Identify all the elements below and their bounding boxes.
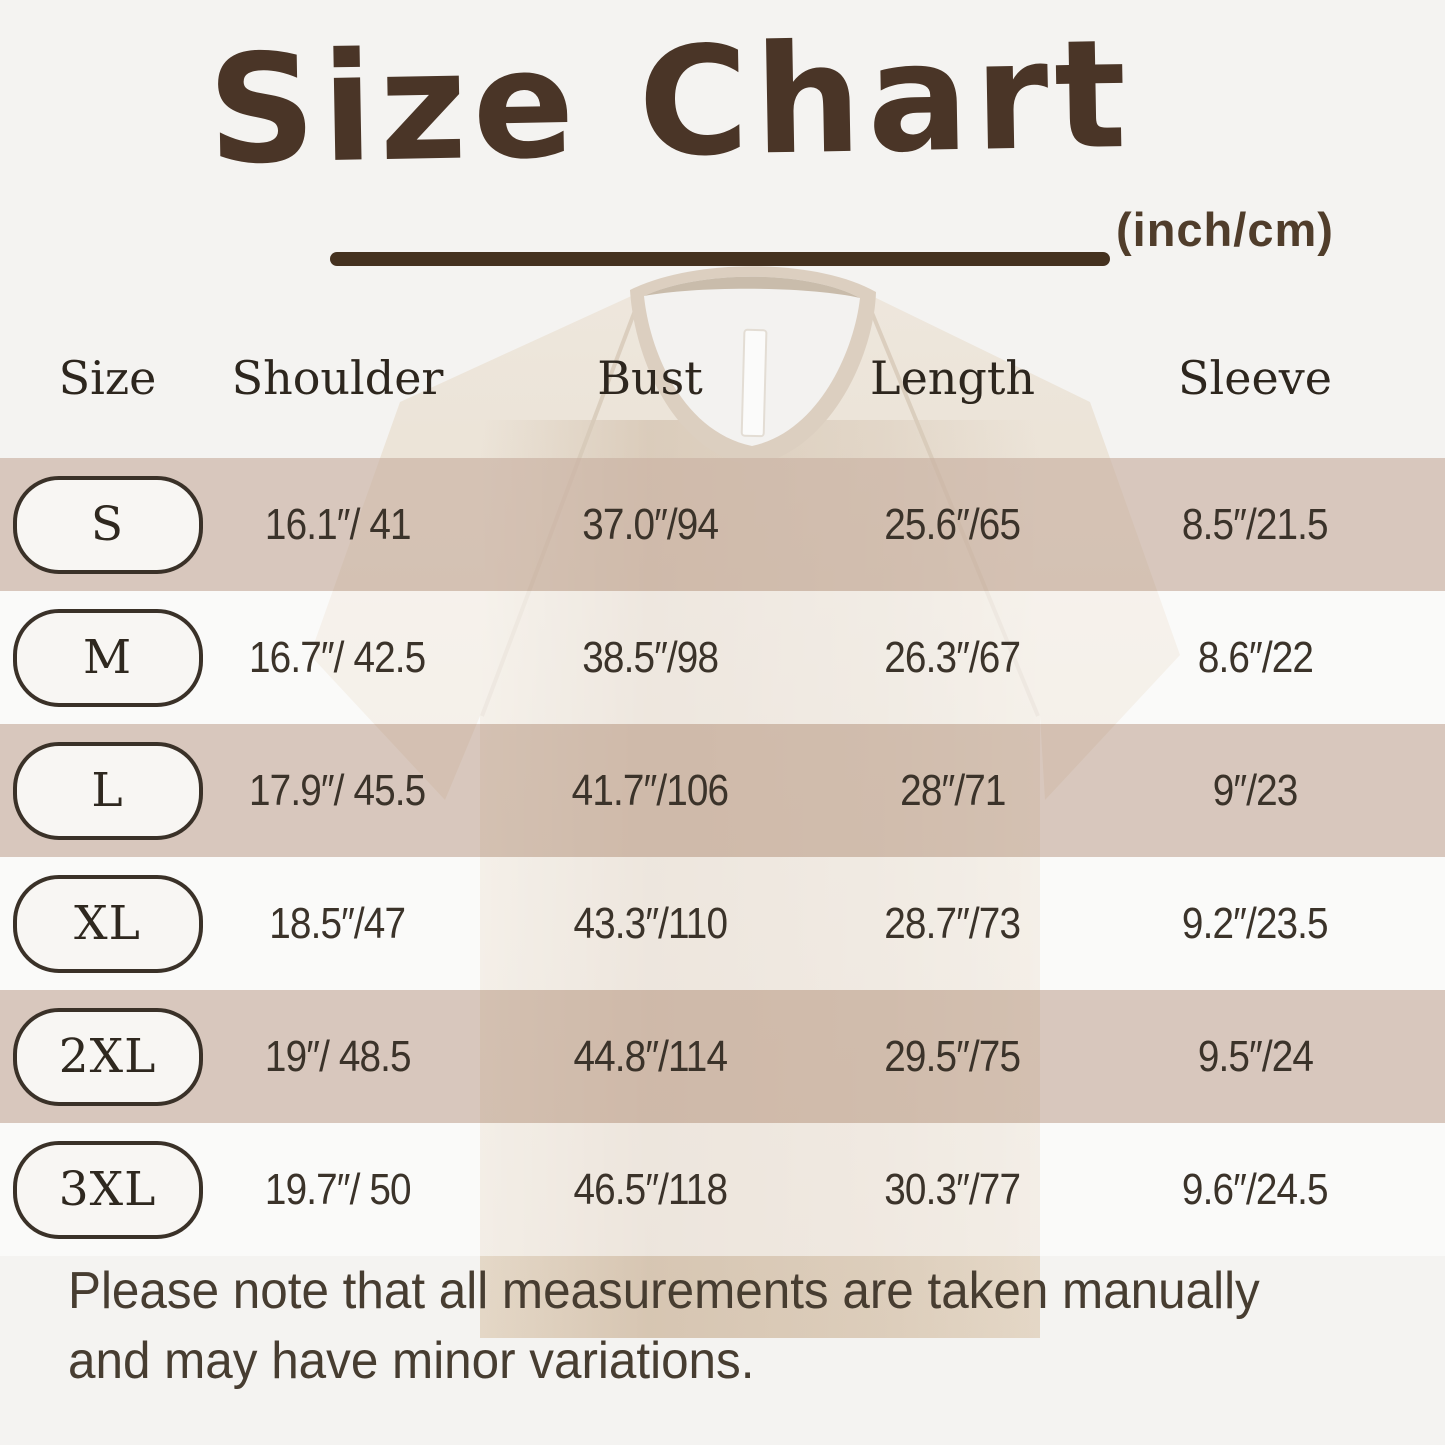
size-label: L bbox=[91, 763, 124, 818]
measurement-note: Please note that all measurements are ta… bbox=[68, 1256, 1322, 1396]
size-badge-3xl: 3XL bbox=[12, 1140, 203, 1239]
size-badge-xl: XL bbox=[12, 874, 203, 973]
column-header-shoulder: Shoulder bbox=[231, 351, 444, 405]
length-value: 25.6″/65 bbox=[884, 499, 1022, 549]
table-row-3xl: 3XL 19.7″/ 50 46.5″/118 30.3″/77 9.6″/24… bbox=[0, 1123, 1445, 1256]
unit-label: (inch/cm) bbox=[1116, 203, 1334, 256]
sleeve-value: 8.6″/22 bbox=[1197, 632, 1313, 682]
sleeve-value: 8.5″/21.5 bbox=[1182, 499, 1329, 549]
note-line-1: Please note that all measurements are ta… bbox=[68, 1262, 1260, 1320]
length-value: 29.5″/75 bbox=[884, 1031, 1022, 1081]
page-title: Size Chart bbox=[206, 7, 1134, 199]
shoulder-value: 16.1″/ 41 bbox=[264, 499, 412, 549]
bust-value: 43.3″/110 bbox=[573, 898, 728, 948]
shoulder-value: 19.7″/ 50 bbox=[264, 1164, 412, 1214]
shoulder-value: 19″/ 48.5 bbox=[264, 1031, 412, 1081]
table-row-m: M 16.7″/ 42.5 38.5″/98 26.3″/67 8.6″/22 bbox=[0, 591, 1445, 724]
bust-value: 41.7″/106 bbox=[571, 765, 729, 815]
sleeve-value: 9.2″/23.5 bbox=[1182, 898, 1329, 948]
shoulder-value: 18.5″/47 bbox=[269, 898, 407, 948]
size-badge-2xl: 2XL bbox=[12, 1007, 203, 1106]
size-label: 2XL bbox=[58, 1029, 157, 1084]
size-badge-l: L bbox=[12, 741, 203, 840]
shoulder-value: 17.9″/ 45.5 bbox=[249, 765, 426, 815]
sleeve-value: 9.5″/24 bbox=[1197, 1031, 1313, 1081]
bust-value: 38.5″/98 bbox=[582, 632, 719, 682]
note-line-2: and may have minor variations. bbox=[68, 1332, 755, 1390]
table-row-l: L 17.9″/ 45.5 41.7″/106 28″/71 9″/23 bbox=[0, 724, 1445, 857]
table-row-2xl: 2XL 19″/ 48.5 44.8″/114 29.5″/75 9.5″/24 bbox=[0, 990, 1445, 1123]
tshirt-inner-collar-shadow bbox=[644, 276, 860, 298]
column-header-length: Length bbox=[870, 351, 1035, 405]
length-value: 28.7″/73 bbox=[884, 898, 1022, 948]
size-badge-s: S bbox=[12, 475, 203, 574]
shoulder-value: 16.7″/ 42.5 bbox=[249, 632, 426, 682]
length-value: 26.3″/67 bbox=[884, 632, 1022, 682]
length-value: 30.3″/77 bbox=[884, 1164, 1022, 1214]
size-label: 3XL bbox=[58, 1162, 157, 1217]
size-label: S bbox=[90, 497, 125, 552]
bust-value: 46.5″/118 bbox=[573, 1164, 728, 1214]
table-header: Size Shoulder Bust Length Sleeve bbox=[0, 326, 1445, 430]
column-header-size: Size bbox=[58, 351, 157, 405]
table-row-s: S 16.1″/ 41 37.0″/94 25.6″/65 8.5″/21.5 bbox=[0, 458, 1445, 591]
size-badge-m: M bbox=[12, 608, 203, 707]
bust-value: 44.8″/114 bbox=[573, 1031, 728, 1081]
bust-value: 37.0″/94 bbox=[582, 499, 719, 549]
column-header-sleeve: Sleeve bbox=[1178, 351, 1332, 405]
size-table: S 16.1″/ 41 37.0″/94 25.6″/65 8.5″/21.5 … bbox=[0, 458, 1445, 1256]
sleeve-value: 9.6″/24.5 bbox=[1182, 1164, 1329, 1214]
length-value: 28″/71 bbox=[899, 765, 1006, 815]
table-row-xl: XL 18.5″/47 43.3″/110 28.7″/73 9.2″/23.5 bbox=[0, 857, 1445, 990]
tshirt-tag bbox=[740, 328, 768, 438]
size-label: XL bbox=[74, 896, 141, 951]
size-label: M bbox=[82, 630, 133, 685]
title-underline bbox=[330, 252, 1110, 266]
sleeve-value: 9″/23 bbox=[1212, 765, 1299, 815]
column-header-bust: Bust bbox=[597, 351, 703, 405]
